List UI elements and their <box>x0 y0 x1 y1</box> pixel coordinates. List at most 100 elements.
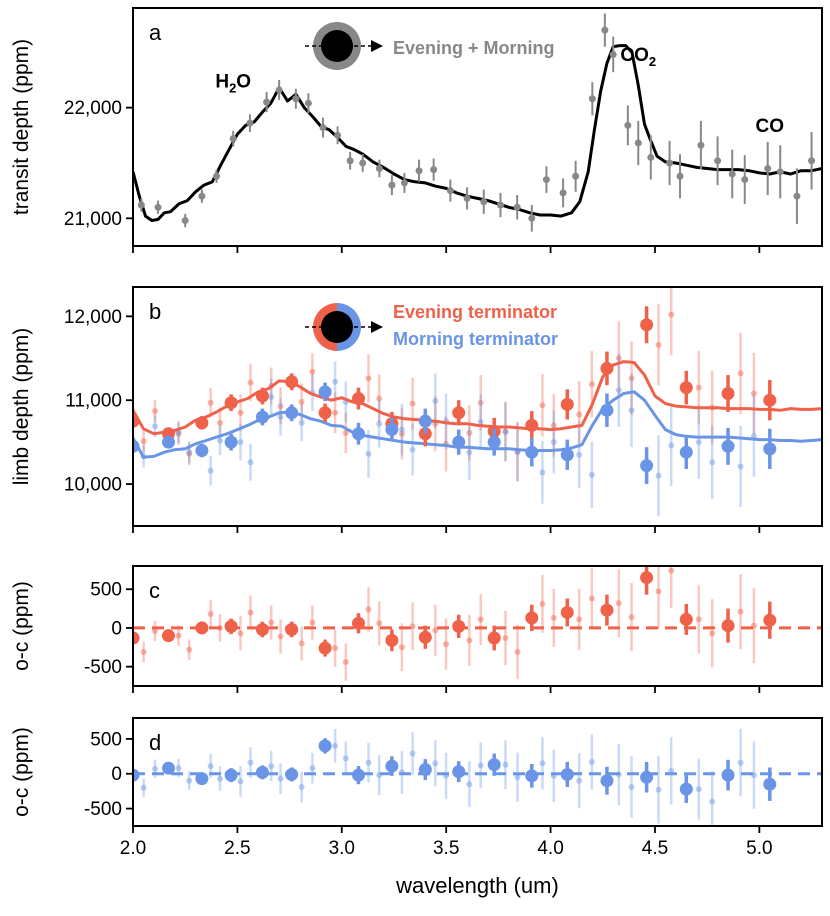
data-point <box>525 445 539 459</box>
faint-point <box>376 395 383 402</box>
faint-point <box>152 423 159 430</box>
data-point <box>385 759 399 773</box>
faint-point <box>709 630 716 637</box>
data-point <box>721 439 735 453</box>
data-point <box>195 444 209 458</box>
data-point <box>430 166 438 174</box>
annotation: H2O <box>215 72 251 96</box>
faint-point <box>277 633 284 640</box>
legend-arrow-head <box>371 40 383 52</box>
data-point <box>318 406 332 420</box>
data-point <box>513 203 521 211</box>
data-point <box>560 448 574 462</box>
legend-morning-label: Morning terminator <box>393 329 558 349</box>
data-point <box>285 406 299 420</box>
series-line <box>133 390 822 459</box>
faint-point <box>737 370 744 377</box>
panel-letter: a <box>149 20 162 45</box>
annotation-subscript: 2 <box>229 81 236 96</box>
legend: Evening terminator Morning terminator <box>305 302 558 351</box>
data-point <box>285 767 299 781</box>
faint-point <box>298 398 305 405</box>
series-line <box>133 360 822 436</box>
faint-point <box>477 419 484 426</box>
faint-point <box>237 409 244 416</box>
faint-point <box>628 614 635 621</box>
data-point <box>161 435 175 449</box>
data-point <box>640 459 654 473</box>
data-point <box>452 435 466 449</box>
data-point <box>400 179 408 187</box>
y-tick-label: -500 <box>84 657 122 678</box>
faint-point <box>615 355 622 362</box>
faint-point <box>152 408 159 415</box>
y-tick-label: 21,000 <box>64 209 122 230</box>
faint-point <box>332 378 339 385</box>
faint-point <box>247 459 254 466</box>
data-point <box>480 198 488 206</box>
faint-point <box>186 449 193 456</box>
data-point <box>714 157 722 165</box>
data-point <box>246 119 254 127</box>
faint-point <box>398 426 405 433</box>
data-point <box>763 442 777 456</box>
x-axis-label: wavelength (um) <box>395 873 559 898</box>
data-point <box>224 619 238 633</box>
faint-point <box>655 786 662 793</box>
panel-letter: b <box>149 299 161 324</box>
data-point <box>263 98 271 106</box>
axes-frame <box>132 286 823 527</box>
faint-point <box>376 620 383 627</box>
faint-point <box>588 595 595 602</box>
data-point <box>647 153 655 161</box>
data-point <box>255 389 269 403</box>
data-point <box>161 761 175 775</box>
data-point <box>418 414 432 428</box>
faint-point <box>342 755 349 762</box>
faint-point <box>477 762 484 769</box>
faint-point <box>615 600 622 607</box>
y-tick-label: 500 <box>90 729 122 750</box>
data-point <box>728 170 736 178</box>
data-point <box>600 361 614 375</box>
faint-point <box>588 471 595 478</box>
faint-point <box>217 437 224 444</box>
y-tick-label: 11,000 <box>65 391 122 412</box>
faint-point <box>175 632 182 639</box>
faint-point <box>539 600 546 607</box>
faint-point <box>477 616 484 623</box>
faint-point <box>186 450 193 457</box>
faint-point <box>628 375 635 382</box>
faint-point <box>695 384 702 391</box>
data-point <box>679 445 693 459</box>
data-point <box>198 192 206 200</box>
data-point <box>721 768 735 782</box>
y-tick-label: 0 <box>111 764 122 785</box>
faint-point <box>140 784 147 791</box>
faint-point <box>332 742 339 749</box>
faint-point <box>514 648 521 655</box>
data-point <box>676 172 684 180</box>
data-point <box>137 201 145 209</box>
data-point <box>351 392 365 406</box>
faint-point <box>207 467 214 474</box>
data-point <box>559 189 567 197</box>
data-point <box>133 631 140 645</box>
faint-point <box>298 783 305 790</box>
data-point <box>666 159 674 167</box>
faint-point <box>365 759 372 766</box>
faint-point <box>298 419 305 426</box>
data-point <box>224 435 238 449</box>
faint-point <box>576 777 583 784</box>
faint-point <box>409 400 416 407</box>
data-point <box>446 187 454 195</box>
faint-point <box>237 439 244 446</box>
faint-point <box>502 429 509 436</box>
legend-label: Evening + Morning <box>393 38 555 58</box>
data-point <box>487 435 501 449</box>
data-point <box>600 403 614 417</box>
data-point <box>385 423 399 437</box>
faint-point <box>207 399 214 406</box>
